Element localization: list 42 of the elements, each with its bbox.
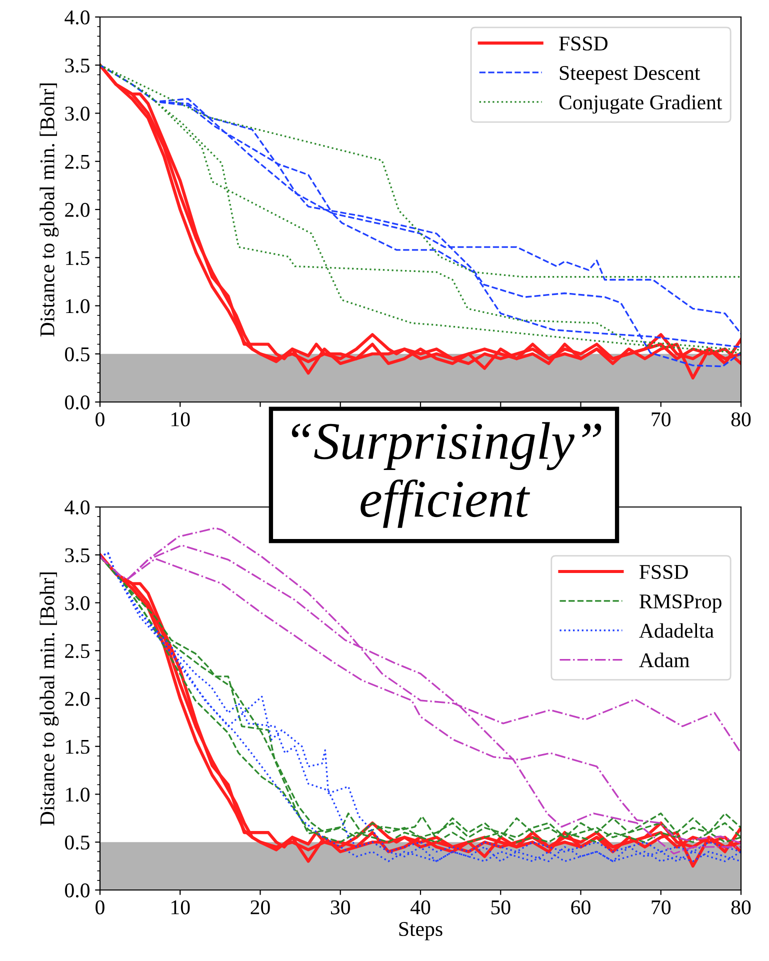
y-tick-label: 3.0 — [65, 596, 90, 610]
legend-label: RMSProp — [639, 594, 722, 613]
y-tick-label: 4.0 — [64, 10, 90, 25]
annotation: “Surprisingly” efficient — [292, 422, 602, 528]
x-tick-label: 80 — [731, 412, 751, 426]
y-tick-label: 2.5 — [65, 644, 90, 658]
x-tick-label: 70 — [652, 412, 670, 426]
legend-label: FSSD — [559, 36, 608, 51]
legend-label: Adam — [639, 652, 690, 668]
x-tick-label: 10 — [172, 412, 190, 426]
x-tick-label: 0 — [96, 412, 104, 426]
x-axis-title: Steps — [399, 922, 442, 940]
y-tick-label: 2.5 — [65, 154, 90, 169]
legend-label: Conjugate Gradient — [559, 94, 722, 114]
y-tick-label: 3.0 — [65, 106, 90, 121]
x-tick-label: 60 — [571, 900, 590, 914]
x-tick-label: 50 — [491, 900, 510, 914]
legend-label: Adadelta — [639, 623, 714, 638]
y-tick-label: 1.0 — [66, 788, 90, 802]
x-tick-label: 80 — [731, 900, 751, 914]
y-tick-label: 0.0 — [65, 883, 90, 898]
y-tick-label: 0.0 — [65, 395, 90, 410]
x-tick-label: 10 — [172, 900, 190, 914]
x-tick-label: 0 — [96, 900, 104, 914]
y-axis-title: Distance to global min. [Bohr] — [40, 83, 59, 336]
x-tick-label: 40 — [410, 900, 430, 914]
y-tick-label: 2.0 — [65, 692, 90, 706]
y-axis-title: Distance to global min. [Bohr] — [40, 572, 59, 826]
y-tick-label: 2.0 — [65, 202, 90, 218]
y-tick-label: 3.5 — [65, 548, 90, 562]
x-tick-label: 30 — [330, 900, 350, 914]
y-tick-label: 3.5 — [65, 58, 90, 73]
y-tick-label: 1.5 — [66, 251, 90, 266]
x-tick-label: 70 — [652, 900, 670, 914]
y-tick-label: 1.0 — [66, 299, 90, 314]
x-tick-label: 20 — [250, 900, 270, 914]
y-tick-label: 4.0 — [64, 500, 90, 515]
y-tick-label: 1.5 — [66, 740, 90, 754]
legend-label: Steepest Descent — [560, 66, 700, 84]
y-tick-label: 0.5 — [65, 347, 90, 362]
legend-label: FSSD — [639, 564, 688, 579]
y-tick-label: 0.5 — [65, 836, 90, 850]
